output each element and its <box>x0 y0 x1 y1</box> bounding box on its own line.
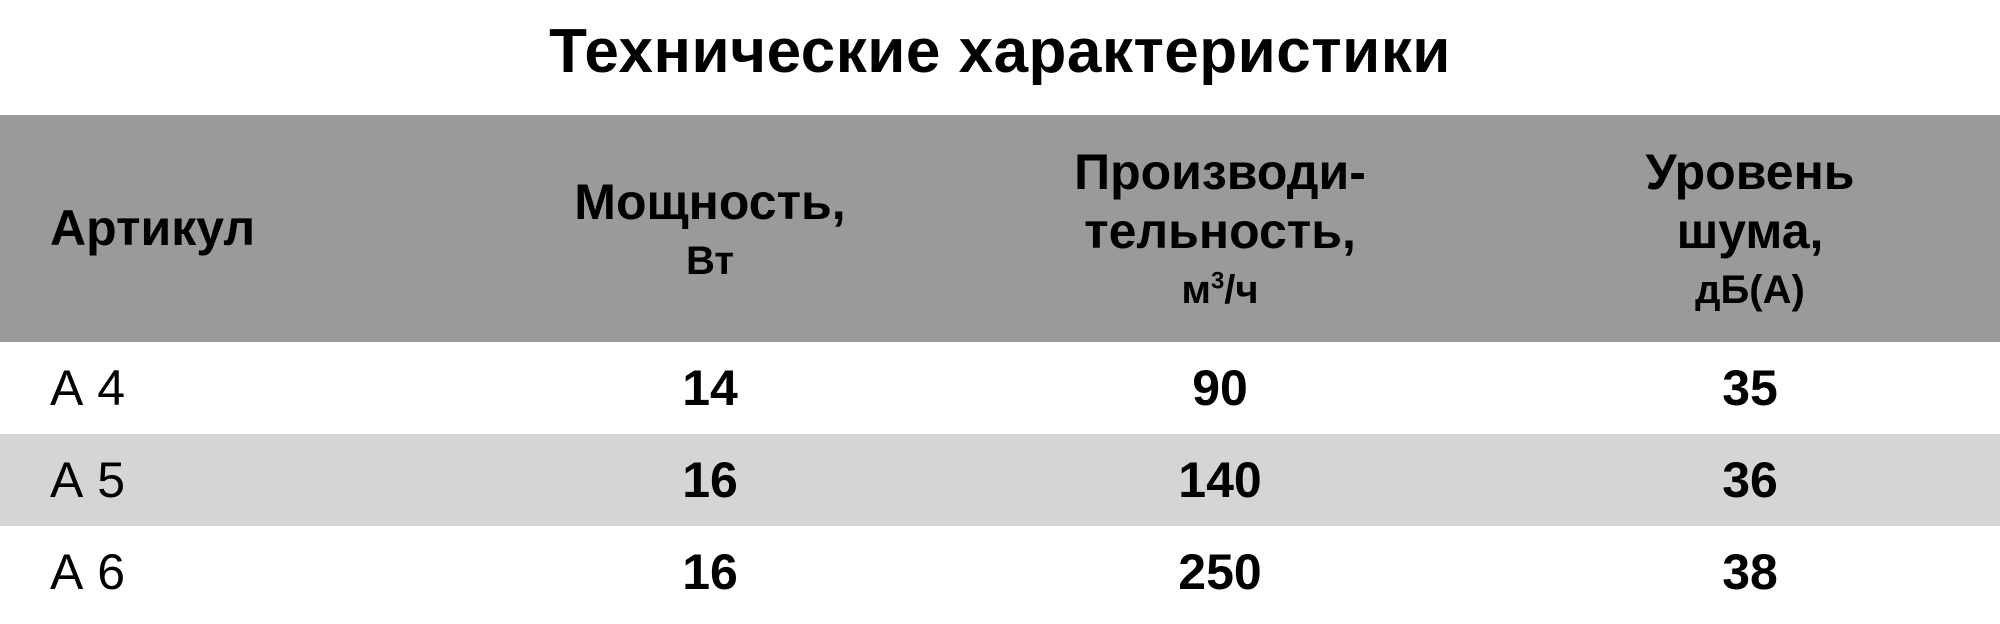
cell-noise: 35 <box>1500 342 2000 434</box>
col-label: Мощность, <box>574 174 845 230</box>
cell-power: 16 <box>480 434 940 526</box>
col-label: Артикул <box>50 200 255 256</box>
col-unit: дБ(А) <box>1510 267 1990 314</box>
cell-capacity: 140 <box>940 434 1500 526</box>
cell-article: А 5 <box>0 434 480 526</box>
col-header-article: Артикул <box>0 115 480 342</box>
cell-capacity: 90 <box>940 342 1500 434</box>
col-header-noise: Уровеньшума, дБ(А) <box>1500 115 2000 342</box>
col-header-capacity: Производи-тельность, м3/ч <box>940 115 1500 342</box>
cell-power: 14 <box>480 342 940 434</box>
table-row: А 6 16 250 38 <box>0 526 2000 618</box>
col-unit: м3/ч <box>950 267 1490 314</box>
table-header-row: Артикул Мощность, Вт Производи-тельность… <box>0 115 2000 342</box>
cell-article: А 6 <box>0 526 480 618</box>
col-unit: Вт <box>490 238 930 285</box>
cell-capacity: 250 <box>940 526 1500 618</box>
spec-table: Артикул Мощность, Вт Производи-тельность… <box>0 115 2000 618</box>
page-title: Технические характеристики <box>0 0 2000 115</box>
col-label: Производи-тельность, <box>1074 144 1366 259</box>
col-label: Уровеньшума, <box>1645 144 1854 259</box>
col-header-power: Мощность, Вт <box>480 115 940 342</box>
table-row: А 4 14 90 35 <box>0 342 2000 434</box>
cell-article: А 4 <box>0 342 480 434</box>
table-row: А 5 16 140 36 <box>0 434 2000 526</box>
spec-panel: Технические характеристики Артикул Мощно… <box>0 0 2000 624</box>
cell-power: 16 <box>480 526 940 618</box>
cell-noise: 36 <box>1500 434 2000 526</box>
cell-noise: 38 <box>1500 526 2000 618</box>
